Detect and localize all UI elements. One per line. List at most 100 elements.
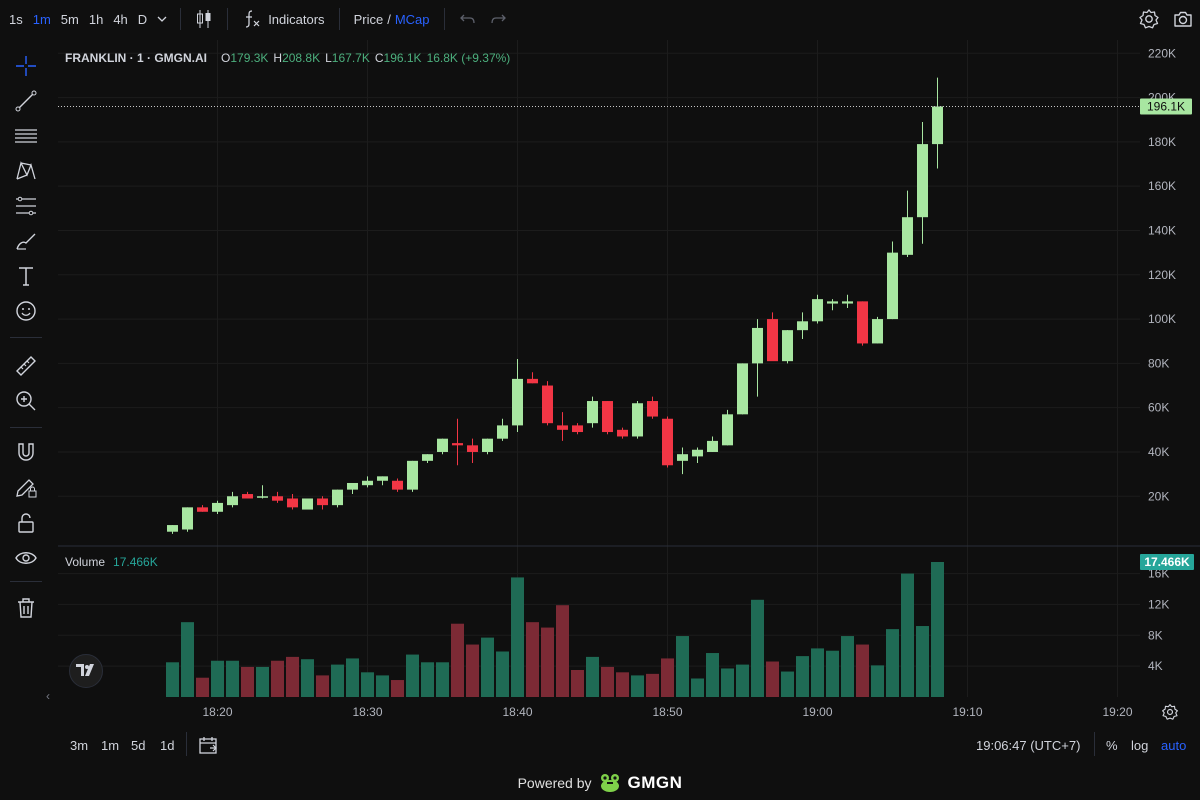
candlestick-icon [197,10,211,28]
symbol-title: FRANKLIN · 1 · GMGN.AI [65,51,207,65]
top-toolbar: 1s 1m 5m 1h 4h D Indicators Price / MCap [0,0,1200,38]
volume-bar-up [781,671,794,697]
legend-change: 16.8K (+9.37%) [426,51,511,65]
candle-down [662,418,673,466]
tradingview-logo[interactable] [69,654,103,688]
timeframe-4h[interactable]: 4h [113,11,128,27]
legend-high-label: H [273,51,283,65]
candle-style-button[interactable] [189,9,219,29]
timeframe-1h[interactable]: 1h [88,11,104,27]
horizontal-lines-tool[interactable] [10,120,42,152]
hide-drawings-tool[interactable] [10,542,42,574]
candle-down [317,498,328,506]
camera-icon [1174,11,1192,27]
candle-up [347,482,358,490]
zoom-tool[interactable] [10,385,42,417]
remove-drawings-tool[interactable] [10,592,42,624]
candle-up [482,438,493,452]
legend-close-label: C [374,51,384,65]
legend-low-label: L [325,51,332,65]
volume-bar-down [616,672,629,697]
goto-date-button[interactable] [197,734,219,759]
volume-tick-label: 8K [1148,628,1163,642]
volume-bar-up [721,668,734,697]
crosshair-tool[interactable] [10,50,42,82]
range-1d[interactable]: 1d [160,738,175,753]
volume-bar-up [331,664,344,697]
candle-up [812,299,823,322]
unlock-icon [18,513,34,533]
screenshot-button[interactable] [1166,8,1200,30]
candle-down [197,507,208,512]
price-tick-label: 80K [1148,356,1169,370]
trend-line-icon [15,90,37,112]
fib-tool[interactable] [10,190,42,222]
undo-button[interactable] [453,12,483,26]
range-5d[interactable]: 5d [131,738,146,753]
price-chart[interactable]: 20K40K60K80K100K120K140K160K180K200K220K… [0,0,1200,730]
price-mcap-toggle[interactable]: Price / MCap [348,12,436,27]
indicators-label: Indicators [268,11,325,27]
volume-bar-up [736,664,749,697]
candle-up [677,454,688,461]
crosshair-icon [16,56,36,76]
candle-down [602,401,613,433]
timeframe-1m[interactable]: 1m [32,11,51,27]
slash-label: / [387,11,391,27]
candle-up [227,496,238,506]
timeframe-dropdown-chevron-icon[interactable] [152,12,172,27]
timeframe-1s[interactable]: 1s [9,11,23,27]
calendar-icon [199,737,217,754]
axis-settings-button[interactable] [1161,703,1179,724]
candle-up [362,480,373,486]
emoji-tool[interactable] [10,295,42,327]
candle-up [917,144,928,218]
price-tick-label: 20K [1148,489,1169,503]
range-3m[interactable]: 3m [70,738,89,753]
collapse-toolbar-arrow-icon[interactable]: ‹ [46,689,50,703]
price-tick-label: 140K [1148,223,1176,237]
volume-bar-up [916,626,929,697]
timeframe-d[interactable]: D [137,11,148,27]
last-price-badge-bg [1140,98,1192,115]
candle-up [212,502,223,512]
volume-bar-up [841,636,854,697]
candle-up [437,438,448,452]
ruler-icon [16,356,36,376]
text-tool[interactable] [10,260,42,292]
candle-up [737,363,748,415]
candle-down [392,480,403,490]
auto-toggle[interactable]: auto [1161,738,1187,753]
powered-by-text: Powered by [517,775,592,791]
trend-line-tool[interactable] [10,85,42,117]
powered-by-brand[interactable]: GMGN [627,773,683,792]
candle-up [332,489,343,506]
range-1m[interactable]: 1m [101,738,120,753]
log-toggle[interactable]: log [1131,738,1149,753]
clock-timezone[interactable]: 19:06:47 (UTC+7) [976,738,1081,753]
percent-toggle[interactable]: % [1106,738,1118,753]
volume-tick-label: 12K [1148,597,1169,611]
candle-up [827,301,838,304]
volume-bar-up [166,662,179,697]
timeframe-5m[interactable]: 5m [60,11,79,27]
volume-bar-down [571,670,584,697]
candle-up [587,401,598,424]
volume-bar-up [496,651,509,697]
lock-drawing-tool[interactable] [10,471,42,503]
lock-all-tool[interactable] [10,507,42,539]
volume-bar-up [421,662,434,697]
volume-bar-down [856,644,869,697]
time-tick-label: 19:10 [952,705,982,719]
magnet-tool[interactable] [10,436,42,468]
volume-bar-down [646,673,659,697]
pattern-tool[interactable] [10,155,42,187]
settings-button[interactable] [1132,8,1166,30]
candle-up [692,449,703,457]
measure-tool[interactable] [10,350,42,382]
brush-tool[interactable] [10,225,42,257]
redo-button[interactable] [483,12,513,26]
volume-bar-up [181,622,194,697]
volume-bar-up [796,656,809,697]
indicators-button[interactable]: Indicators [236,9,330,29]
